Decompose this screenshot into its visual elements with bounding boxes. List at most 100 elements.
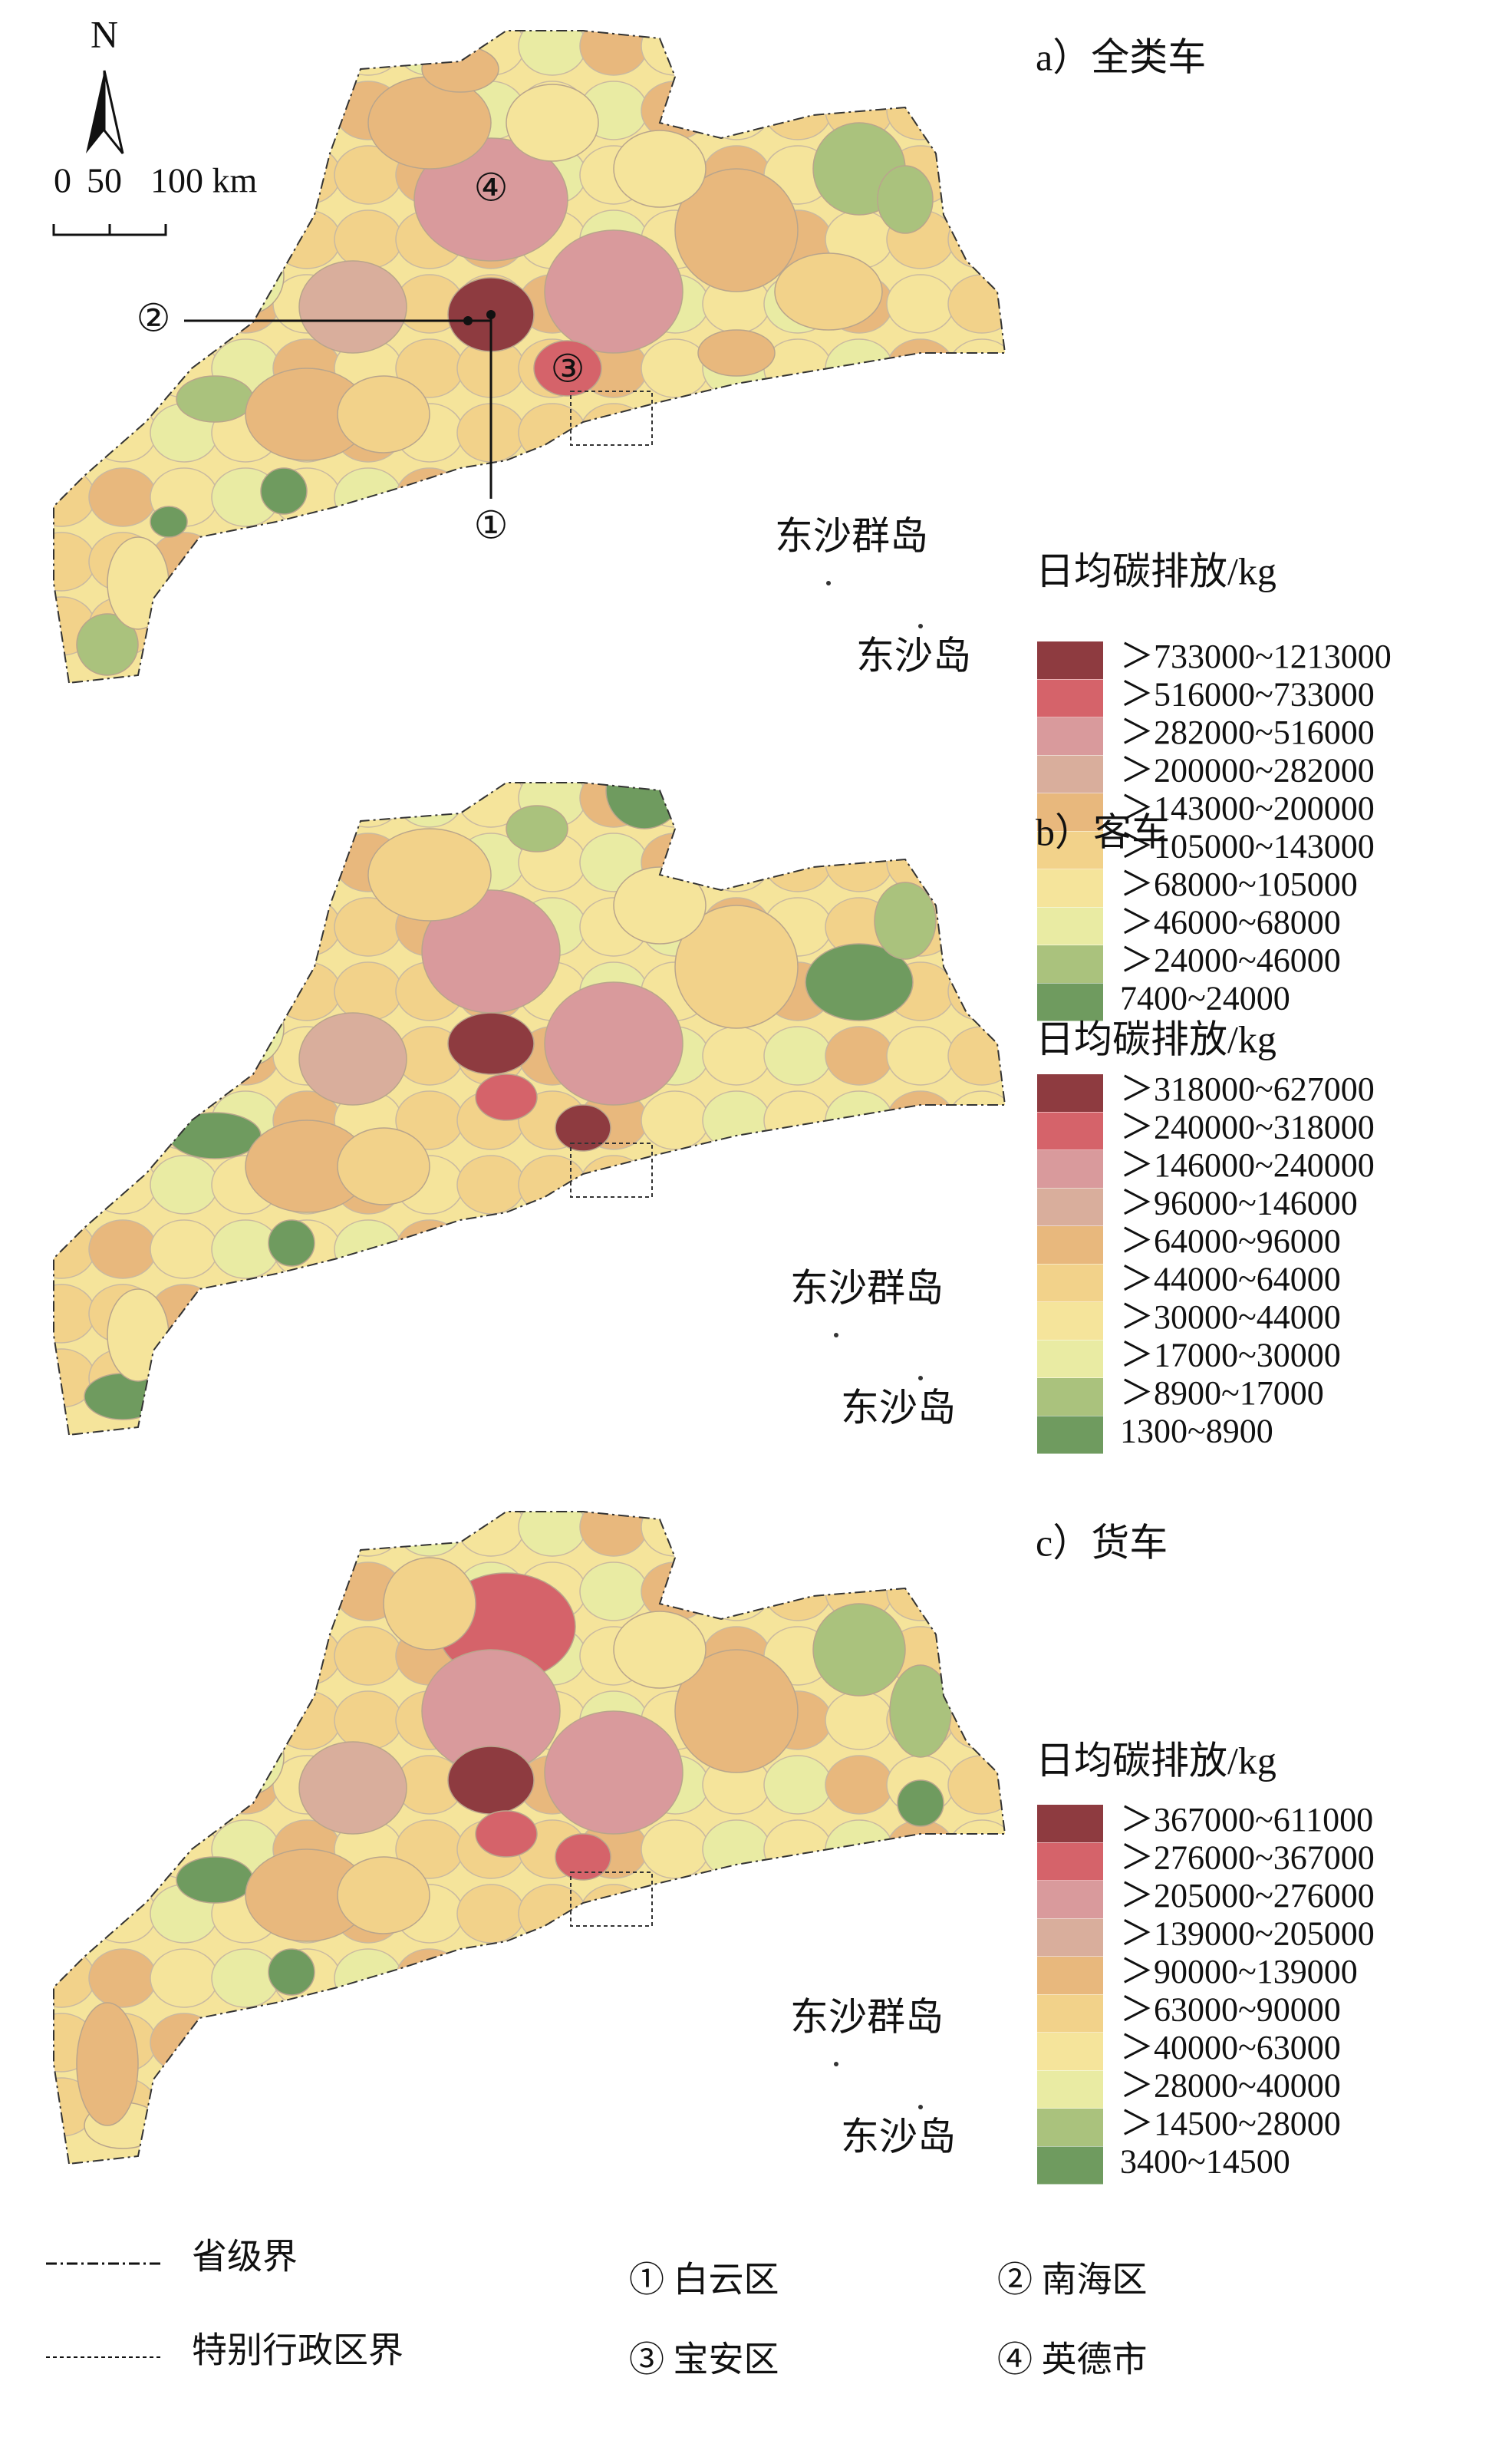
district <box>334 1284 403 1344</box>
district <box>456 2013 525 2073</box>
district-marker: ② <box>137 296 171 339</box>
district <box>211 1348 280 1408</box>
legend-swatch <box>1037 1378 1103 1416</box>
legend-label: ＞733000~1213000 <box>1120 638 1392 675</box>
district <box>88 961 157 1021</box>
district <box>475 1810 538 1858</box>
district <box>54 897 96 957</box>
district <box>947 403 1005 463</box>
district <box>763 1155 832 1215</box>
district <box>334 961 403 1021</box>
north-arrow <box>86 71 104 153</box>
district <box>825 31 894 76</box>
district <box>825 1155 894 1215</box>
district <box>88 783 157 828</box>
district-marker: ① <box>474 503 509 546</box>
district <box>812 1603 906 1697</box>
district <box>702 596 771 656</box>
scale-label: 50 <box>87 161 122 200</box>
district <box>54 1512 96 1557</box>
district <box>641 1512 710 1557</box>
district <box>456 1348 525 1408</box>
district <box>150 1561 219 1621</box>
district <box>176 1856 254 1904</box>
district <box>150 1626 219 1686</box>
legend-label: ＞64000~96000 <box>1120 1222 1341 1260</box>
district <box>211 209 280 269</box>
district <box>702 1219 771 1279</box>
district <box>150 961 219 1021</box>
district <box>702 1348 771 1408</box>
district <box>211 2013 280 2073</box>
district <box>774 252 883 331</box>
district <box>272 1626 341 1686</box>
district <box>211 1690 280 1750</box>
district <box>54 338 96 398</box>
district <box>825 338 894 398</box>
district <box>211 31 280 76</box>
legend-swatch <box>1037 1112 1103 1150</box>
district <box>150 2013 219 2073</box>
district <box>641 403 710 463</box>
district <box>272 81 341 140</box>
district <box>947 274 1005 334</box>
district <box>54 1219 96 1279</box>
legend-label: ＞44000~64000 <box>1120 1261 1341 1298</box>
district <box>579 596 648 656</box>
district <box>54 1155 96 1215</box>
district <box>268 1219 315 1267</box>
legend-swatch <box>1037 2070 1103 2109</box>
district <box>54 81 96 140</box>
district <box>947 1348 1005 1408</box>
district-key: ④ 英德市 <box>997 2340 1148 2379</box>
island-group-label: 东沙群岛 <box>790 1995 944 2038</box>
district <box>334 1348 403 1408</box>
district <box>456 2077 525 2137</box>
legend-swatch <box>1037 1226 1103 1264</box>
boundary-label: 省级界 <box>192 2237 298 2277</box>
leader-dot <box>463 316 473 325</box>
district <box>272 209 341 269</box>
district <box>763 833 832 892</box>
district <box>947 31 1005 76</box>
district <box>260 467 308 515</box>
district <box>395 467 464 527</box>
legend-swatch <box>1037 983 1103 1021</box>
district <box>54 274 96 334</box>
district <box>518 1155 587 1215</box>
district <box>88 897 157 957</box>
district <box>395 1948 464 2008</box>
district <box>150 833 219 892</box>
legend-swatch <box>1037 1918 1103 1957</box>
district <box>947 1755 1005 1815</box>
legend-label: 7400~24000 <box>1120 980 1290 1017</box>
district <box>641 1284 710 1344</box>
island-dot <box>826 581 831 585</box>
district <box>272 897 341 957</box>
district <box>518 403 587 463</box>
district <box>211 2077 280 2137</box>
district <box>334 2013 403 2073</box>
district <box>211 1284 280 1344</box>
legend-label: ＞17000~30000 <box>1120 1337 1341 1374</box>
district <box>579 1512 648 1557</box>
district <box>272 783 341 828</box>
district <box>88 1026 157 1086</box>
district <box>702 2013 771 2073</box>
district <box>763 596 832 656</box>
district <box>272 31 341 76</box>
district <box>268 1948 315 1996</box>
district <box>947 1884 1005 1944</box>
district <box>947 897 1005 957</box>
district <box>947 1819 1005 1879</box>
province-boundary <box>53 1511 1006 2165</box>
district <box>54 1284 96 1344</box>
district <box>702 1884 771 1944</box>
district <box>897 1779 944 1827</box>
district <box>763 1090 832 1150</box>
district <box>211 1561 280 1621</box>
district <box>298 1741 407 1835</box>
district <box>150 1155 219 1215</box>
district <box>518 1512 587 1557</box>
